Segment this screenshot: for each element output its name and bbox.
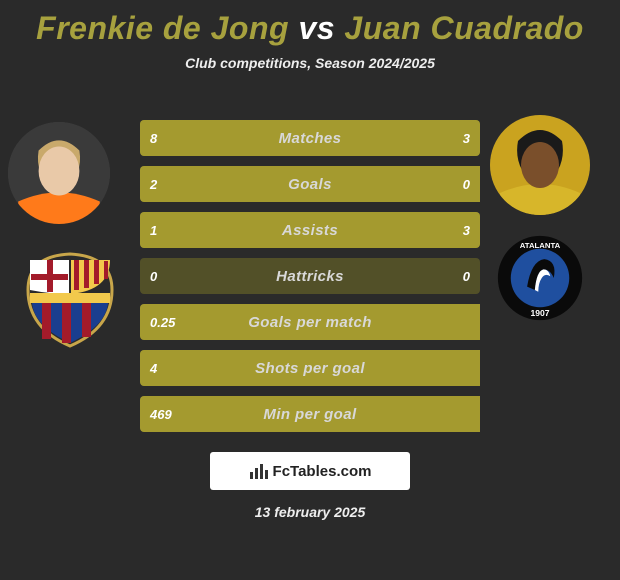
stat-row: 20Goals bbox=[140, 166, 480, 202]
svg-text:1907: 1907 bbox=[530, 308, 549, 318]
stat-fill-left bbox=[140, 350, 480, 386]
atalanta-crest-icon: ATALANTA 1907 bbox=[497, 235, 583, 321]
stat-fill-left bbox=[140, 212, 225, 248]
club2-crest: ATALANTA 1907 bbox=[497, 235, 583, 321]
barcelona-crest-icon bbox=[20, 250, 120, 350]
vs-word: vs bbox=[298, 10, 335, 46]
player2-avatar bbox=[490, 115, 590, 215]
bars-icon bbox=[249, 462, 271, 480]
stat-row: 0 0Hattricks bbox=[140, 258, 480, 294]
stat-row: 83Matches bbox=[140, 120, 480, 156]
player2-name: Juan Cuadrado bbox=[344, 10, 583, 46]
watermark-text: FcTables.com bbox=[273, 463, 372, 480]
player1-avatar bbox=[8, 122, 110, 224]
stat-fill-left bbox=[140, 304, 480, 340]
stat-row: 469Min per goal bbox=[140, 396, 480, 432]
player2-headshot-icon bbox=[490, 115, 590, 215]
player1-name: Frenkie de Jong bbox=[36, 10, 289, 46]
stat-row: 13Assists bbox=[140, 212, 480, 248]
stat-row: 0.25Goals per match bbox=[140, 304, 480, 340]
stat-fill-left bbox=[140, 120, 388, 156]
comparison-card: Frenkie de Jong vs Juan Cuadrado Club co… bbox=[0, 0, 620, 580]
stat-value-left: 0 bbox=[150, 258, 157, 294]
stat-fill-right bbox=[388, 120, 480, 156]
page-title: Frenkie de Jong vs Juan Cuadrado bbox=[0, 0, 620, 47]
stat-fill-left bbox=[140, 396, 480, 432]
player1-headshot-icon bbox=[8, 122, 110, 224]
club1-crest bbox=[20, 250, 120, 350]
stat-fill-right bbox=[225, 212, 480, 248]
date: 13 february 2025 bbox=[0, 504, 620, 520]
svg-text:ATALANTA: ATALANTA bbox=[520, 241, 561, 250]
stat-value-right: 0 bbox=[463, 258, 470, 294]
stat-fill-left bbox=[140, 166, 480, 202]
watermark: FcTables.com bbox=[210, 452, 410, 490]
stat-row: 4Shots per goal bbox=[140, 350, 480, 386]
subtitle: Club competitions, Season 2024/2025 bbox=[0, 55, 620, 71]
stat-rows: 83Matches 20Goals 13Assists 0 0Hattricks 0.25… bbox=[140, 120, 480, 442]
stat-label: Hattricks bbox=[140, 258, 480, 294]
